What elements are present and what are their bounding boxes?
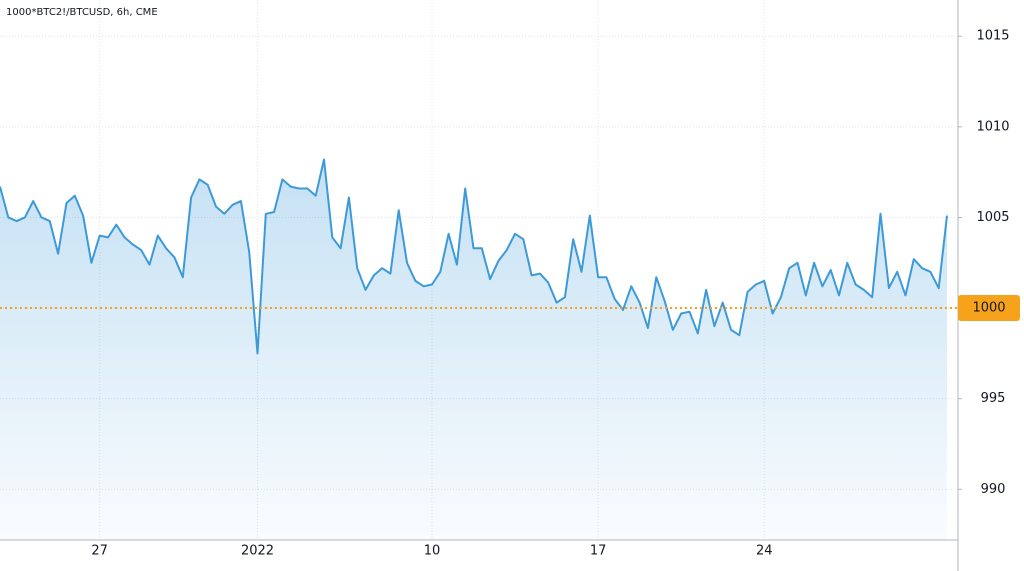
price-label-box bbox=[958, 295, 1020, 322]
price-label: 1000 bbox=[972, 301, 1005, 316]
line bbox=[0, 158, 948, 355]
x-tick-label: 2022 bbox=[241, 544, 274, 559]
x-tick-label: 10 bbox=[424, 544, 441, 559]
x-tick-label: 24 bbox=[756, 544, 773, 559]
x-tick-label: 17 bbox=[590, 544, 607, 559]
axes: 99099510001005101010152720221017241000 bbox=[91, 29, 1020, 559]
chart-title: 1000*BTC2!/BTCUSD, 6h, CME bbox=[6, 7, 158, 18]
area bbox=[0, 159, 947, 540]
y-tick-label: 1010 bbox=[976, 119, 1009, 134]
y-tick-label: 1015 bbox=[976, 29, 1009, 44]
y-tick-label: 1005 bbox=[976, 210, 1009, 225]
y-tick-label: 995 bbox=[981, 391, 1006, 406]
x-tick-label: 27 bbox=[91, 544, 108, 559]
y-tick-label: 990 bbox=[981, 482, 1006, 497]
plot bbox=[0, 158, 958, 540]
